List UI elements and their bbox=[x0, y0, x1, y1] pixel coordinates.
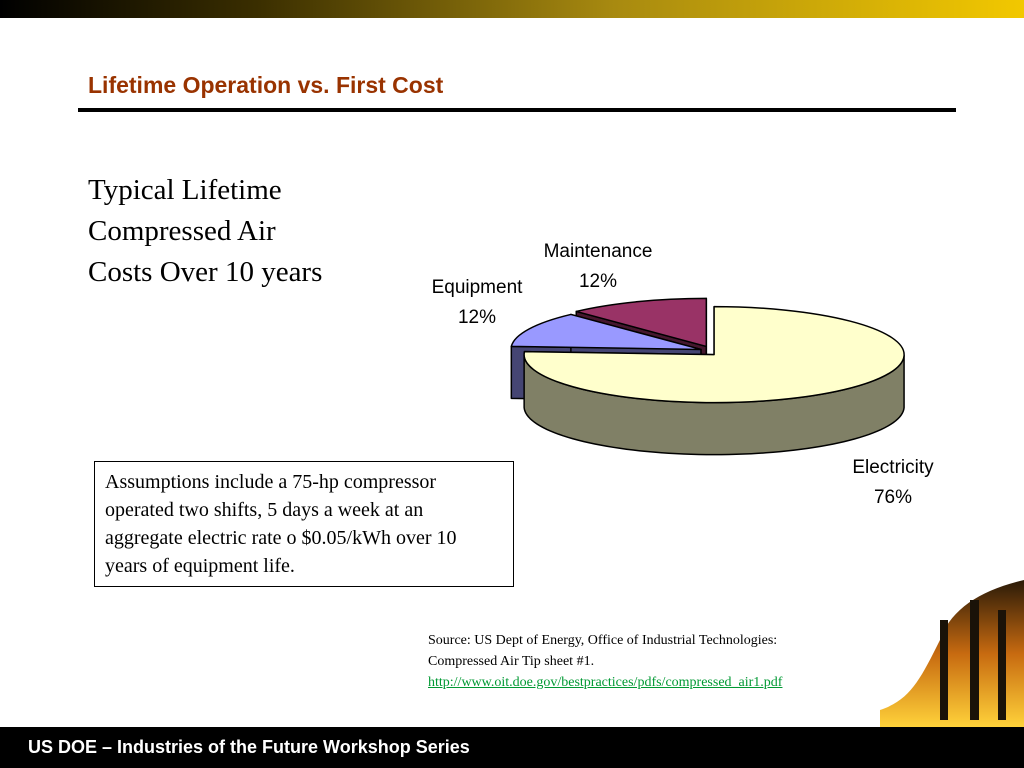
footer-text: US DOE – Industries of the Future Worksh… bbox=[28, 737, 470, 757]
footer-bar: US DOE – Industries of the Future Worksh… bbox=[0, 727, 1024, 768]
slide-title: Lifetime Operation vs. First Cost bbox=[88, 72, 444, 98]
slice-label: Equipment bbox=[432, 277, 524, 298]
source: Source: US Dept of Energy, Office of Ind… bbox=[428, 630, 782, 693]
source-line: Compressed Air Tip sheet #1. bbox=[428, 654, 595, 669]
slice-value-label: 12% bbox=[579, 271, 617, 292]
slice-value-label: 76% bbox=[874, 487, 912, 508]
title-rule bbox=[78, 108, 956, 112]
slice-value-label: 12% bbox=[458, 307, 496, 328]
source-link-line: http://www.oit.doe.gov/bestpractices/pdf… bbox=[428, 672, 782, 693]
subtitle: Typical Lifetime Compressed Air Costs Ov… bbox=[88, 170, 388, 293]
slice bbox=[523, 305, 905, 404]
slice bbox=[575, 297, 708, 348]
subtitle-line: Compressed Air bbox=[88, 215, 276, 247]
slice bbox=[510, 313, 702, 351]
source-link[interactable]: http://www.oit.doe.gov/bestpractices/pdf… bbox=[428, 675, 783, 690]
slice-label: Electricity bbox=[852, 457, 934, 478]
source-line: Source: US Dept of Energy, Office of Ind… bbox=[428, 633, 778, 648]
factory-image bbox=[880, 580, 1024, 727]
assumptions-box: Assumptions include a 75-hp compressor o… bbox=[94, 461, 514, 587]
subtitle-line: Typical Lifetime bbox=[88, 174, 282, 206]
subtitle-line: Costs Over 10 years bbox=[88, 256, 323, 288]
top-bar bbox=[0, 0, 1024, 18]
slice-label: Maintenance bbox=[544, 241, 653, 262]
